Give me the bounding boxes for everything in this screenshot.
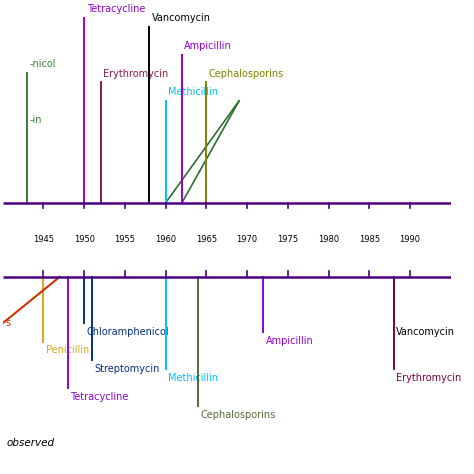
Text: 1955: 1955 <box>114 235 136 244</box>
Text: -nicol: -nicol <box>30 60 56 70</box>
Text: 1960: 1960 <box>155 235 176 244</box>
Text: Ampicillin: Ampicillin <box>266 336 314 346</box>
Text: 1945: 1945 <box>33 235 54 244</box>
Text: 1985: 1985 <box>359 235 380 244</box>
Text: Methicillin: Methicillin <box>168 87 218 97</box>
Text: Streptomycin: Streptomycin <box>95 364 160 374</box>
Text: Methicillin: Methicillin <box>168 373 218 383</box>
Text: Tetracycline: Tetracycline <box>87 4 145 14</box>
Text: s: s <box>5 318 10 328</box>
Text: Ampicillin: Ampicillin <box>184 41 232 51</box>
Text: observed: observed <box>7 438 55 448</box>
Text: -in: -in <box>30 115 42 125</box>
Text: Vancomycin: Vancomycin <box>396 327 455 337</box>
Text: Cephalosporins: Cephalosporins <box>201 410 276 420</box>
Text: Chloramphenicol: Chloramphenicol <box>87 327 169 337</box>
Text: 1970: 1970 <box>237 235 258 244</box>
Text: 1990: 1990 <box>400 235 420 244</box>
Text: 1980: 1980 <box>318 235 339 244</box>
Text: Penicillin: Penicillin <box>46 346 89 356</box>
Text: Erythromycin: Erythromycin <box>103 69 168 79</box>
Text: 1965: 1965 <box>196 235 217 244</box>
Text: 1975: 1975 <box>277 235 299 244</box>
Text: Vancomycin: Vancomycin <box>152 13 211 23</box>
Text: Cephalosporins: Cephalosporins <box>209 69 284 79</box>
Text: Erythromycin: Erythromycin <box>396 373 461 383</box>
Text: Tetracycline: Tetracycline <box>70 392 129 401</box>
Text: 1950: 1950 <box>74 235 95 244</box>
